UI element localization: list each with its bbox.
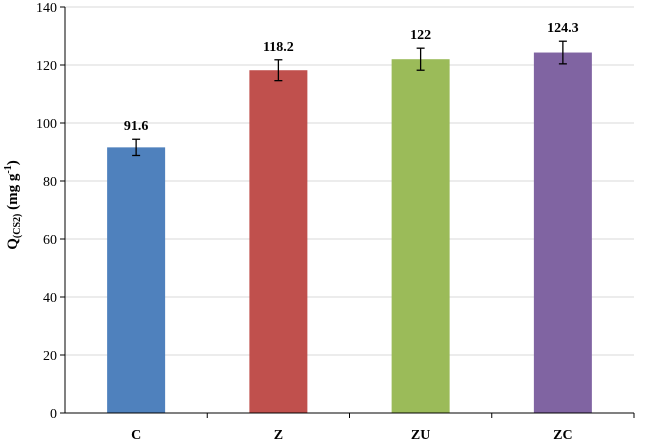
labels: 0 20 40 60 80 100 120 140 91.6 C 118.2 Z 122 ZU 124.3 Z…	[36, 1, 579, 439]
y-tick-label: 100	[36, 117, 57, 132]
axes	[60, 6, 635, 418]
x-tick-label: Z	[274, 428, 283, 439]
y-tick-label: 0	[50, 407, 57, 422]
bars	[107, 52, 592, 414]
bar	[249, 70, 308, 413]
bar	[107, 147, 166, 414]
y-axis-title: Q(CS2) (mg g-1)	[3, 160, 23, 249]
bar	[533, 52, 592, 413]
bar	[391, 59, 450, 413]
data-label: 122	[410, 28, 431, 43]
x-tick-label: C	[131, 428, 141, 439]
y-tick-label: 80	[43, 175, 57, 190]
data-label: 124.3	[547, 21, 579, 36]
error-bars	[132, 40, 567, 157]
y-tick-label: 20	[43, 349, 57, 364]
y-tick-label: 120	[36, 59, 57, 74]
y-tick-label: 140	[36, 1, 57, 16]
data-label: 118.2	[263, 40, 294, 55]
data-label: 91.6	[124, 119, 149, 134]
x-tick-label: ZU	[411, 428, 430, 439]
y-tick-label: 40	[43, 291, 57, 306]
x-tick-label: ZC	[553, 428, 572, 439]
y-tick-label: 60	[43, 233, 57, 248]
